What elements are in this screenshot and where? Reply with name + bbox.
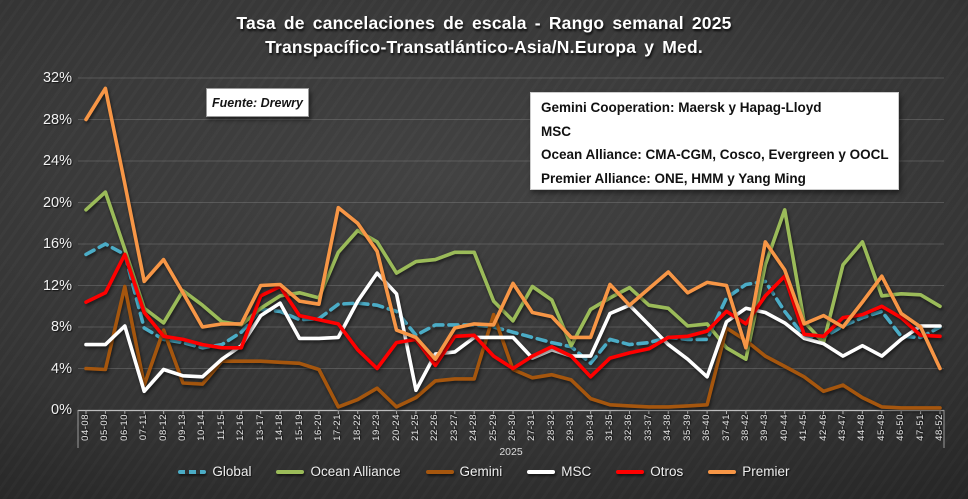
x-tick-label-43-47: 43-47 [836,414,848,441]
legend-label-otros: Otros [650,464,684,479]
y-tick-label-4: 4% [51,360,72,377]
x-tick-label-20-24: 20-24 [390,414,402,441]
x-tick-label-09-13: 09-13 [177,414,189,441]
series-otros [84,252,942,379]
x-tick-label-30-34: 30-34 [584,414,596,441]
series-msc [84,271,942,394]
x-tick-label-05-09: 05-09 [99,414,111,441]
x-tick-label-17-21: 17-21 [332,414,344,441]
x-tick-label-25-29: 25-29 [487,414,499,441]
info-line-msc: MSC [541,123,571,139]
x-tick-label-13-17: 13-17 [254,414,266,441]
legend-label-msc: MSC [561,464,592,479]
info-line-ocean: Ocean Alliance: CMA-CGM, Cosco, Evergree… [541,147,889,162]
x-tick-label-34-38: 34-38 [662,414,674,441]
legend-swatch-otros [616,469,645,474]
legend-swatch-msc [527,469,556,474]
y-tick-label-28: 28% [42,111,72,128]
legend-swatch-global [178,469,207,474]
legend-item-global: Global [178,464,251,479]
x-tick-label-46-50: 46-50 [895,414,907,441]
series-global [84,242,942,366]
x-tick-label-07-11: 07-11 [138,414,150,441]
legend-item-ocean-alliance: Ocean Alliance [276,464,401,479]
x-tick-label-06-10: 06-10 [118,414,130,441]
series-premier [84,86,942,371]
chart-title-line1: Tasa de cancelaciones de escala - Rango … [236,13,732,33]
y-tick-label-24: 24% [42,153,72,169]
x-tick-label-24-28: 24-28 [468,414,480,441]
x-tick-label-31-35: 31-35 [604,414,616,441]
y-tick-label-8: 8% [51,319,72,335]
x-tick-label-33-37: 33-37 [642,414,654,441]
legend-swatch-premier [708,469,737,474]
x-tick-label-08-12: 08-12 [157,414,169,441]
source-box-text: Fuente: Drewry [212,95,303,110]
x-tick-label-37-41: 37-41 [720,414,732,441]
x-tick-label-40-44: 40-44 [778,414,790,441]
x-tick-label-11-15: 11-15 [215,414,227,441]
x-tick-label-10-14: 10-14 [196,414,208,441]
x-tick-label-45-49: 45-49 [875,414,887,441]
y-tick-label-32: 32% [42,70,72,86]
x-axis-title: 2025 [499,446,523,458]
x-tick-label-12-16: 12-16 [235,414,247,441]
legend-label-gemini: Gemini [459,464,503,479]
y-tick-label-16: 16% [42,236,72,252]
x-tick-label-22-26: 22-26 [429,414,441,441]
info-line-premier: Premier Alliance: ONE, HMM y Yang Ming [541,170,806,186]
x-tick-label-47-51: 47-51 [914,414,926,441]
x-tick-label-16-20: 16-20 [312,414,324,441]
x-tick-label-35-39: 35-39 [681,414,693,441]
x-tick-label-23-27: 23-27 [448,414,460,441]
legend-swatch-ocean-alliance [276,469,305,474]
x-tick-label-15-19: 15-19 [293,414,305,441]
x-tick-label-26-30: 26-30 [507,414,518,441]
x-tick-label-32-36: 32-36 [623,414,635,441]
x-tick-label-14-18: 14-18 [274,414,286,441]
chart-legend: Global Ocean Alliance Gemini MSC Otros Premie… [0,464,968,479]
x-tick-label-42-46: 42-46 [817,414,829,441]
x-tick-label-44-48: 44-48 [856,414,868,441]
x-tick-label-28-32: 28-32 [545,414,557,441]
x-tick-label-41-45: 41-45 [798,414,810,441]
x-tick-label-39-43: 39-43 [759,414,771,441]
legend-item-gemini: Gemini [425,464,503,479]
legend-label-ocean-alliance: Ocean Alliance [310,464,401,479]
x-tick-label-36-40: 36-40 [701,414,713,441]
x-tick-label-04-08: 04-08 [80,414,91,441]
x-tick-label-19-23: 19-23 [371,414,383,441]
x-tick-label-18-22: 18-22 [351,414,363,441]
chart-title-line2: Transpacífico-Transatlántico-Asia/N.Euro… [265,37,703,57]
x-tick-label-27-31: 27-31 [526,414,538,441]
legend-swatch-gemini [425,469,454,474]
y-tick-label-0: 0% [51,402,72,418]
y-tick-label-12: 12% [42,277,72,294]
chart-title: Tasa de cancelaciones de escala - Rango … [0,11,968,59]
x-tick-label-38-42: 38-42 [739,414,751,441]
x-tick-label-29-33: 29-33 [565,414,577,441]
legend-item-msc: MSC [527,464,591,479]
legend-label-premier: Premier [742,464,790,479]
legend-item-otros: Otros [616,464,683,479]
source-box: Fuente: Drewry [206,88,309,117]
y-tick-label-20: 20% [42,194,72,211]
x-tick-label-48-52: 48-52 [934,414,945,441]
alliance-info-box: Gemini Cooperation: Maersk y Hapag-Lloyd… [530,92,899,190]
x-tick-label-21-25: 21-25 [409,414,421,441]
legend-label-global: Global [212,464,252,479]
info-line-gemini: Gemini Cooperation: Maersk y Hapag-Lloyd [541,100,822,115]
legend-item-premier: Premier [708,464,790,479]
